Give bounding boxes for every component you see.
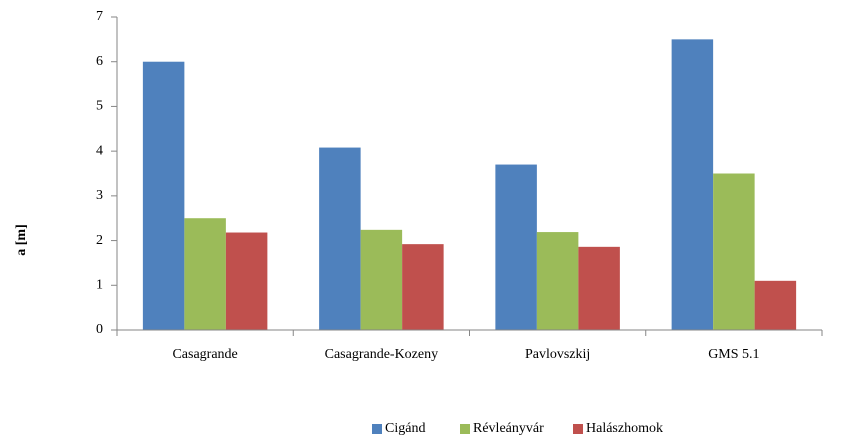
bar [536, 232, 579, 330]
bar [578, 246, 620, 330]
bar [754, 280, 797, 330]
legend-label: Cigánd [385, 421, 425, 436]
y-tick-label: 5 [96, 99, 103, 114]
y-tick-label: 2 [96, 233, 103, 248]
legend-swatch [460, 424, 470, 434]
y-tick-label: 3 [96, 188, 103, 203]
bar [225, 232, 268, 330]
legend-swatch [372, 424, 382, 434]
bar [713, 173, 755, 330]
y-axis-label: a [m] [14, 224, 29, 256]
x-tick-label: Casagrande [172, 347, 237, 362]
bar [402, 244, 444, 330]
bar [142, 61, 185, 330]
bar [319, 147, 361, 330]
bar [184, 218, 226, 330]
legend-swatch [573, 424, 583, 434]
y-tick-label: 7 [96, 9, 103, 24]
legend-label: Révleányvár [473, 421, 544, 436]
y-tick-label: 4 [96, 143, 103, 158]
x-tick-label: GMS 5.1 [708, 347, 759, 362]
y-tick-label: 1 [96, 278, 103, 293]
bar [360, 229, 403, 330]
x-tick-label: Pavlovszkij [525, 347, 590, 362]
x-tick-label: Casagrande-Kozeny [325, 347, 439, 362]
bar [495, 164, 537, 330]
y-tick-label: 0 [96, 322, 103, 337]
y-tick-label: 6 [96, 54, 103, 69]
bar [671, 39, 714, 330]
legend-label: Halászhomok [586, 421, 663, 436]
